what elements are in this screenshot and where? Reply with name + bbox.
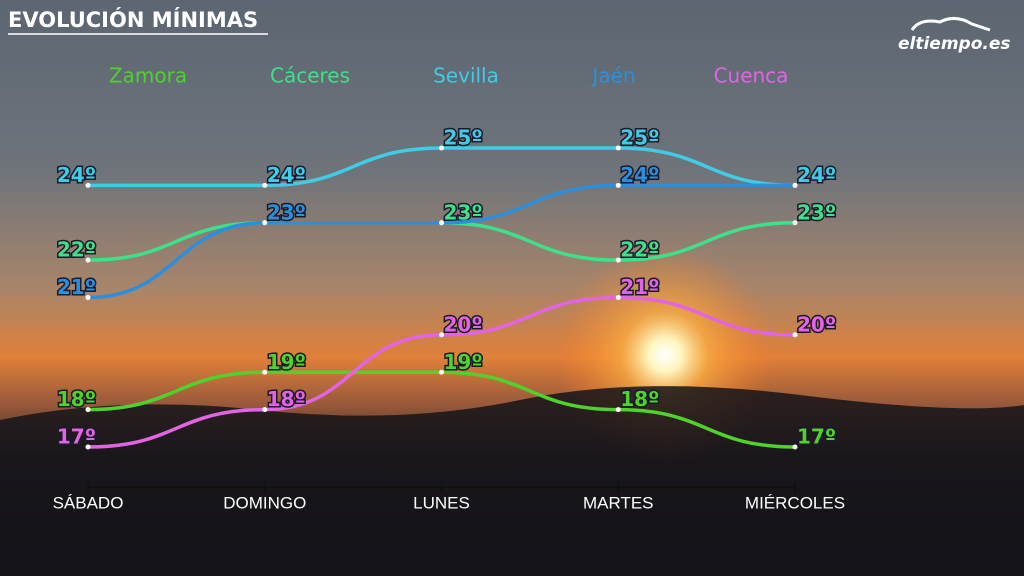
treeline	[0, 386, 1024, 576]
x-tick-label: DOMINGO	[223, 493, 306, 512]
point	[262, 220, 268, 226]
value-label: 23º	[267, 200, 306, 224]
point	[792, 220, 798, 226]
x-tick-label: MIÉRCOLES	[745, 493, 845, 512]
value-label: 21º	[620, 275, 659, 299]
legend-entry: Sevilla	[433, 64, 499, 88]
value-label: 23º	[797, 200, 836, 224]
legend-entry: Cuenca	[714, 64, 789, 88]
point	[262, 407, 268, 413]
point	[439, 220, 444, 226]
point	[615, 145, 621, 151]
value-label: 19º	[444, 350, 483, 374]
value-label: 24º	[620, 163, 659, 187]
legend-entry: Cáceres	[270, 64, 350, 88]
point	[85, 182, 91, 188]
point	[439, 369, 444, 375]
value-label: 18º	[57, 387, 96, 411]
point	[792, 332, 798, 338]
value-label: 24º	[797, 163, 836, 187]
value-label: 21º	[57, 275, 96, 299]
point	[262, 369, 268, 375]
value-label: 20º	[797, 312, 836, 336]
x-tick-label: MARTES	[583, 493, 654, 512]
point	[439, 332, 444, 338]
value-label: 25º	[620, 126, 659, 150]
point	[792, 444, 798, 450]
point	[615, 295, 621, 300]
legend-entry: Jaén	[590, 64, 635, 88]
value-label: 24º	[267, 163, 306, 187]
point	[792, 182, 798, 188]
x-tick-label: LUNES	[413, 493, 470, 512]
point	[85, 295, 91, 300]
point	[85, 257, 91, 263]
value-label: 19º	[267, 350, 306, 374]
value-label: 24º	[57, 163, 96, 187]
point	[85, 407, 91, 413]
x-tick-label: SÁBADO	[53, 493, 124, 512]
logo-cloud	[910, 17, 991, 32]
value-label: 25º	[444, 126, 483, 150]
value-label: 20º	[444, 312, 483, 336]
chart-title: EVOLUCIÓN MÍNIMAS	[8, 7, 258, 32]
logo: eltiempo.es	[898, 34, 1011, 54]
legend-entry: Zamora	[109, 64, 187, 88]
point	[262, 182, 268, 188]
point	[439, 145, 444, 151]
point	[615, 257, 621, 263]
value-label: 23º	[444, 200, 483, 224]
point	[85, 444, 91, 450]
value-label: 17º	[797, 425, 836, 449]
point	[615, 182, 621, 188]
value-label: 17º	[57, 425, 96, 449]
value-label: 18º	[620, 387, 659, 411]
value-label: 22º	[57, 238, 96, 262]
value-label: 18º	[267, 387, 306, 411]
value-label: 22º	[620, 238, 659, 262]
point	[615, 407, 621, 413]
